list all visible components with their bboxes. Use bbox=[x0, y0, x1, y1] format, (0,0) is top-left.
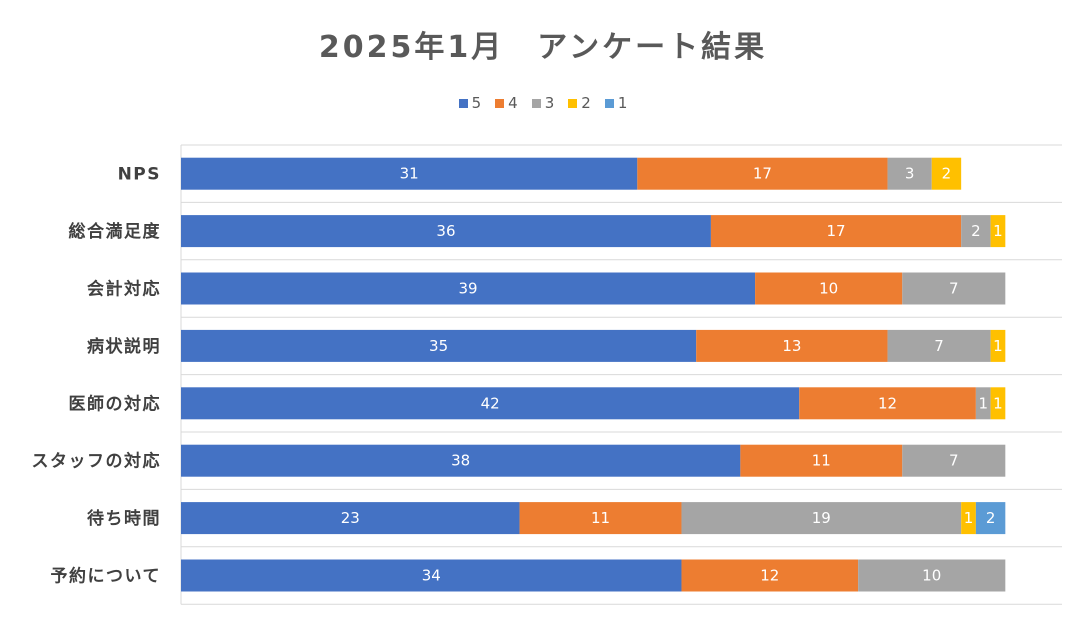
category-label: 会計対応 bbox=[87, 279, 161, 300]
data-label: 39 bbox=[458, 280, 477, 298]
legend-label: 4 bbox=[508, 94, 518, 112]
data-label: 19 bbox=[812, 509, 831, 527]
legend-item-2: 2 bbox=[568, 94, 591, 112]
data-label: 0 bbox=[1005, 280, 1015, 298]
bar-segment-2 bbox=[961, 502, 976, 535]
legend-label: 2 bbox=[581, 94, 591, 112]
bar-segment-4 bbox=[637, 157, 888, 190]
data-label: 12 bbox=[878, 394, 897, 412]
data-label: 0 bbox=[1005, 394, 1015, 412]
bar-segment-2 bbox=[990, 215, 1006, 248]
legend-item-1: 1 bbox=[604, 94, 628, 112]
data-label: 42 bbox=[481, 394, 500, 412]
data-label: 12 bbox=[760, 567, 779, 585]
category-label: 医師の対応 bbox=[69, 393, 162, 414]
data-label: 0 bbox=[1005, 280, 1015, 298]
category-label: スタッフの対応 bbox=[32, 451, 162, 472]
data-label: 34 bbox=[422, 567, 441, 585]
data-label: 7 bbox=[949, 280, 959, 298]
data-label: 10 bbox=[922, 567, 941, 585]
bar-segment-5 bbox=[181, 387, 800, 420]
legend-label: 5 bbox=[471, 94, 482, 112]
data-label: 2 bbox=[942, 165, 952, 183]
bar-segment-5 bbox=[181, 272, 756, 305]
category-label: 予約について bbox=[51, 566, 162, 587]
data-label: 0 bbox=[1005, 567, 1015, 585]
data-label: 1 bbox=[993, 222, 1003, 240]
data-label: 11 bbox=[591, 509, 610, 527]
legend-item-3: 3 bbox=[531, 94, 555, 112]
data-label: 0 bbox=[1005, 222, 1015, 240]
legend-swatch bbox=[531, 98, 541, 108]
bar-segment-3 bbox=[887, 329, 991, 362]
bar-segment-3 bbox=[975, 387, 991, 420]
data-label: 13 bbox=[782, 337, 801, 355]
data-label: 1 bbox=[993, 337, 1003, 355]
legend-label: 3 bbox=[544, 94, 555, 112]
data-label: 0 bbox=[961, 165, 971, 183]
bar-segment-2 bbox=[990, 387, 1006, 420]
bar-segment-3 bbox=[902, 272, 1006, 305]
bar-segment-4 bbox=[681, 559, 859, 592]
bar-segment-3 bbox=[887, 157, 932, 190]
data-label: 10 bbox=[819, 280, 838, 298]
legend: 5 4 3 2 1 bbox=[0, 94, 1086, 112]
data-label: 31 bbox=[400, 165, 419, 183]
bar-segment-5 bbox=[181, 157, 638, 190]
data-label: 1 bbox=[993, 394, 1003, 412]
data-label: 36 bbox=[436, 222, 455, 240]
bar-segment-2 bbox=[990, 329, 1006, 362]
bar-segment-3 bbox=[858, 559, 1006, 592]
bar-segment-3 bbox=[961, 215, 991, 248]
data-label: 0 bbox=[1005, 452, 1015, 470]
data-label: 38 bbox=[451, 452, 470, 470]
data-label: 2 bbox=[986, 509, 996, 527]
data-label: 7 bbox=[934, 337, 944, 355]
category-label: NPS bbox=[118, 165, 161, 185]
legend-item-5: 5 bbox=[458, 94, 482, 112]
chart-title: 2025年1月 アンケート結果 bbox=[318, 30, 768, 65]
bar-segment-4 bbox=[740, 444, 903, 477]
data-label: 1 bbox=[978, 394, 988, 412]
bar-segment-4 bbox=[799, 387, 976, 420]
data-label: 23 bbox=[341, 509, 360, 527]
data-label: 11 bbox=[812, 452, 831, 470]
data-label: 1 bbox=[964, 509, 974, 527]
bar-segment-5 bbox=[181, 502, 520, 535]
data-label: 0 bbox=[1005, 452, 1015, 470]
bar-segment-5 bbox=[181, 444, 741, 477]
data-label: 2 bbox=[971, 222, 981, 240]
bar-segment-4 bbox=[755, 272, 903, 305]
bar-segment-3 bbox=[681, 502, 962, 535]
category-label: 総合満足度 bbox=[69, 221, 162, 242]
bar-segment-4 bbox=[696, 329, 888, 362]
legend-label: 1 bbox=[617, 94, 628, 112]
legend-swatch bbox=[604, 98, 614, 108]
bar-segment-5 bbox=[181, 215, 711, 248]
legend-swatch bbox=[568, 98, 578, 108]
legend-swatch bbox=[458, 98, 468, 108]
data-label: 35 bbox=[429, 337, 448, 355]
data-label: 3 bbox=[905, 165, 915, 183]
data-label: 0 bbox=[1005, 567, 1015, 585]
bar-segment-5 bbox=[181, 559, 682, 592]
data-label: 7 bbox=[949, 452, 959, 470]
legend-swatch bbox=[495, 98, 505, 108]
data-label: 17 bbox=[826, 222, 845, 240]
bar-segment-2 bbox=[931, 157, 962, 190]
legend-item-4: 4 bbox=[495, 94, 518, 112]
bar-segment-3 bbox=[902, 444, 1006, 477]
bar-segment-5 bbox=[181, 329, 697, 362]
category-label: 待ち時間 bbox=[87, 508, 161, 529]
data-label: 17 bbox=[753, 165, 772, 183]
bar-segment-4 bbox=[519, 502, 682, 535]
category-label: 病状説明 bbox=[87, 336, 161, 357]
data-label: 0 bbox=[1005, 337, 1015, 355]
bar-segment-1 bbox=[975, 502, 1006, 535]
bar-segment-4 bbox=[710, 215, 962, 248]
